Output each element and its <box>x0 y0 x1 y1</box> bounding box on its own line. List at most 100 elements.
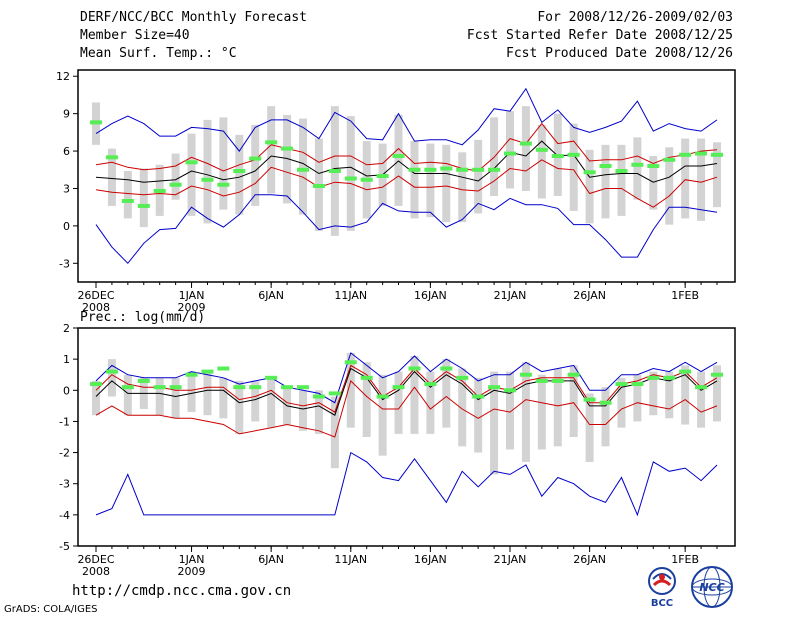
median-marker <box>424 167 437 172</box>
x-tick-year-label: 2009 <box>178 301 206 314</box>
median-marker <box>504 151 516 156</box>
median-marker <box>169 385 182 390</box>
x-tick-label: 1JAN <box>179 553 205 566</box>
spread-box <box>713 142 721 208</box>
spread-box <box>299 118 307 215</box>
median-marker <box>472 167 485 172</box>
median-marker <box>456 375 469 380</box>
median-marker <box>440 366 453 371</box>
median-marker <box>297 385 309 390</box>
spread-box <box>346 116 355 231</box>
x-tick-label: 26DEC <box>77 553 114 566</box>
spread-box <box>171 377 180 419</box>
y-tick-label: 6 <box>63 145 70 158</box>
spread-box <box>585 149 594 224</box>
spread-box <box>235 134 244 215</box>
forecast-period: For 2008/12/26-2009/02/03 <box>537 10 733 25</box>
median-marker <box>185 160 198 165</box>
median-marker <box>201 177 214 182</box>
spread-box <box>251 380 260 422</box>
spread-box <box>426 371 435 434</box>
spread-box <box>346 352 355 428</box>
spread-box <box>681 365 690 425</box>
spread-box <box>474 139 483 214</box>
median-marker <box>408 167 421 172</box>
median-marker <box>567 152 580 157</box>
median-marker <box>519 141 532 146</box>
lower-spread-line <box>95 379 718 438</box>
median-marker <box>312 394 325 399</box>
spread-box <box>633 374 642 422</box>
median-marker <box>504 388 516 393</box>
median-marker <box>360 375 373 380</box>
spread-box <box>123 374 132 416</box>
x-tick-label: 16JAN <box>414 553 447 566</box>
median-marker <box>328 169 341 174</box>
median-marker <box>137 203 150 208</box>
y-tick-label: 1 <box>63 353 70 366</box>
median-marker <box>105 155 118 160</box>
median-marker <box>679 369 692 374</box>
chart-title: DERF/NCC/BCC Monthly Forecast <box>80 10 307 25</box>
median-marker <box>599 164 612 169</box>
median-marker <box>711 372 723 377</box>
spread-box <box>394 371 403 434</box>
median-marker <box>249 385 262 390</box>
median-marker <box>153 385 166 390</box>
median-marker <box>663 375 676 380</box>
spread-box <box>521 106 530 191</box>
median-marker <box>392 385 405 390</box>
spread-box <box>139 168 148 228</box>
median-marker <box>360 177 373 182</box>
spread-box <box>458 368 467 447</box>
median-marker <box>679 152 692 157</box>
spread-box <box>426 143 435 218</box>
lower-envelope-line <box>95 194 718 265</box>
x-tick-label: 16JAN <box>414 289 447 302</box>
spread-box <box>187 371 196 413</box>
median-marker <box>519 372 532 377</box>
spread-box <box>442 359 451 428</box>
median-marker <box>281 385 294 390</box>
spread-box <box>123 171 132 219</box>
spread-box <box>314 390 323 434</box>
x-tick-label: 21JAN <box>494 553 527 566</box>
median-marker <box>169 182 182 187</box>
median-marker <box>312 183 325 188</box>
median-marker <box>392 154 405 159</box>
median-marker <box>567 372 580 377</box>
median-marker <box>456 167 469 172</box>
x-tick-year-label: 2009 <box>178 565 206 578</box>
spread-box <box>506 371 514 450</box>
x-tick-label: 21JAN <box>494 289 527 302</box>
spread-box <box>442 144 451 223</box>
spread-box <box>107 359 116 397</box>
median-marker <box>217 182 230 187</box>
y-tick-label: -4 <box>59 509 70 522</box>
median-marker <box>281 146 294 151</box>
spread-box <box>155 377 164 416</box>
spread-box <box>553 368 562 447</box>
spread-box <box>569 365 578 437</box>
upper-envelope-line <box>95 87 718 152</box>
x-tick-year-label: 2008 <box>82 565 110 578</box>
median-marker <box>551 154 564 159</box>
start-date: Fcst Started Refer Date 2008/12/25 <box>466 28 733 43</box>
ncc-logo: NCC <box>691 566 733 608</box>
ensemble-mean-line <box>95 140 718 183</box>
median-marker <box>249 156 262 161</box>
median-marker <box>488 385 501 390</box>
spread-box <box>219 377 228 419</box>
median-marker <box>265 375 278 380</box>
median-marker <box>201 369 214 374</box>
median-marker <box>233 385 246 390</box>
spread-box <box>617 377 626 428</box>
upper-spread-line <box>95 122 718 172</box>
median-marker <box>408 366 421 371</box>
spread-box <box>203 371 212 416</box>
source-url[interactable]: http://cmdp.ncc.cma.gov.cn <box>72 583 292 599</box>
upper-envelope-line <box>95 352 718 404</box>
median-marker <box>535 378 548 383</box>
